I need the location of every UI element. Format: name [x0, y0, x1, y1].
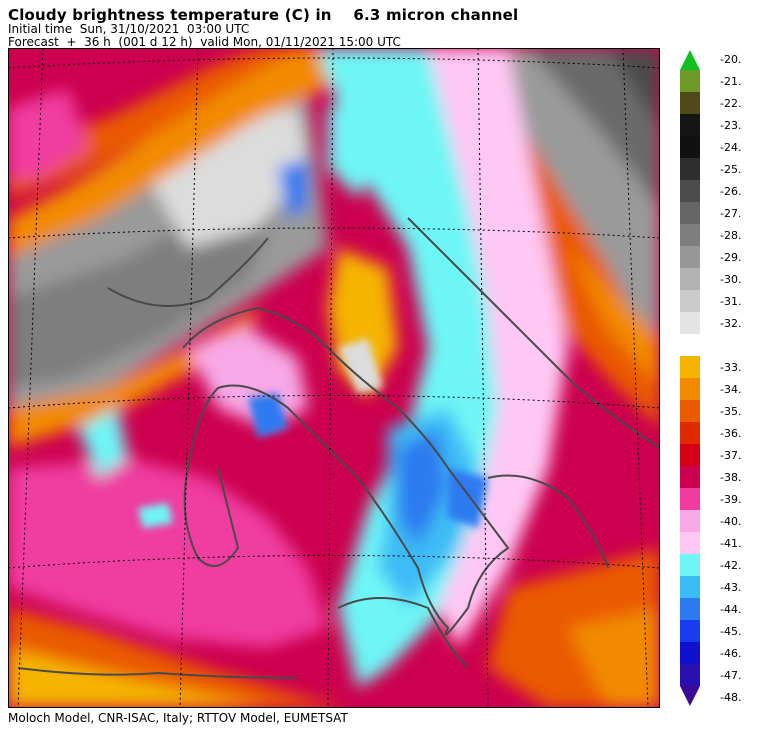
brightness-temperature-map — [8, 48, 660, 708]
initial-time-label: Initial time Sun, 31/10/2021 03:00 UTC — [8, 22, 250, 36]
legend-label: -44. — [720, 603, 741, 616]
legend-upper-scale: -20. -21. -22. -23. -24. -25. -26. -27. -28. -29.… — [680, 50, 741, 334]
forecast-valid-label: Forecast + 36 h (001 d 12 h) valid Mon, … — [8, 35, 401, 49]
color-legend: -20. -21. -22. -23. -24. -25. -26. -27. -28. -29.… — [680, 50, 741, 706]
legend-label: -21. — [720, 75, 741, 88]
legend-swatch — [680, 70, 700, 92]
legend-label: -29. — [720, 251, 741, 264]
legend-swatch — [680, 400, 700, 422]
legend-label: -48. — [720, 691, 741, 704]
model-credit: Moloch Model, CNR-ISAC, Italy; RTTOV Mod… — [8, 711, 348, 725]
legend-swatch — [680, 466, 700, 488]
legend-label: -43. — [720, 581, 741, 594]
legend-label: -37. — [720, 449, 741, 462]
legend-label: -38. — [720, 471, 741, 484]
legend-swatch — [680, 378, 700, 400]
legend-label: -39. — [720, 493, 741, 506]
legend-swatch — [680, 444, 700, 466]
legend-label: -45. — [720, 625, 741, 638]
legend-swatch — [680, 664, 700, 686]
legend-label: -24. — [720, 141, 741, 154]
legend-label: -20. — [720, 53, 741, 66]
legend-label: -28. — [720, 229, 741, 242]
legend-swatch — [680, 268, 700, 290]
legend-label: -33. — [720, 361, 741, 374]
legend-swatch — [680, 554, 700, 576]
temperature-field — [8, 48, 660, 708]
legend-swatch — [680, 576, 700, 598]
legend-swatch — [680, 312, 700, 334]
legend-swatch — [680, 180, 700, 202]
legend-label: -47. — [720, 669, 741, 682]
legend-swatch — [680, 114, 700, 136]
legend-swatch — [680, 422, 700, 444]
coastlines — [17, 217, 660, 679]
legend-swatch — [680, 136, 700, 158]
legend-swatch — [680, 158, 700, 180]
legend-swatch — [680, 290, 700, 312]
map-title: Cloudy brightness temperature (C) in 6.3… — [8, 6, 519, 24]
map-frame — [8, 48, 660, 708]
legend-swatch — [680, 510, 700, 532]
legend-swatch — [680, 246, 700, 268]
legend-label: -22. — [720, 97, 741, 110]
legend-swatch — [680, 620, 700, 642]
graticule — [8, 48, 660, 708]
legend-swatch — [680, 356, 700, 378]
legend-swatch — [680, 202, 700, 224]
legend-label: -42. — [720, 559, 741, 572]
legend-swatch — [680, 686, 700, 706]
temperature-detail — [138, 338, 488, 528]
legend-swatch — [680, 642, 700, 664]
legend-swatch — [680, 488, 700, 510]
legend-label: -41. — [720, 537, 741, 550]
legend-label: -25. — [720, 163, 741, 176]
legend-label: -36. — [720, 427, 741, 440]
legend-label: -34. — [720, 383, 741, 396]
legend-label: -40. — [720, 515, 741, 528]
legend-label: -26. — [720, 185, 741, 198]
legend-label: -27. — [720, 207, 741, 220]
legend-label: -30. — [720, 273, 741, 286]
legend-lower-scale: -33. -34. -35. -36. -37. -38. -39. -40. -41. -42.… — [680, 356, 741, 706]
legend-swatch — [680, 224, 700, 246]
legend-swatch — [680, 598, 700, 620]
legend-swatch — [680, 50, 700, 70]
legend-swatch — [680, 532, 700, 554]
legend-label: -32. — [720, 317, 741, 330]
legend-swatch — [680, 92, 700, 114]
legend-label: -46. — [720, 647, 741, 660]
legend-label: -35. — [720, 405, 741, 418]
legend-label: -31. — [720, 295, 741, 308]
legend-label: -23. — [720, 119, 741, 132]
